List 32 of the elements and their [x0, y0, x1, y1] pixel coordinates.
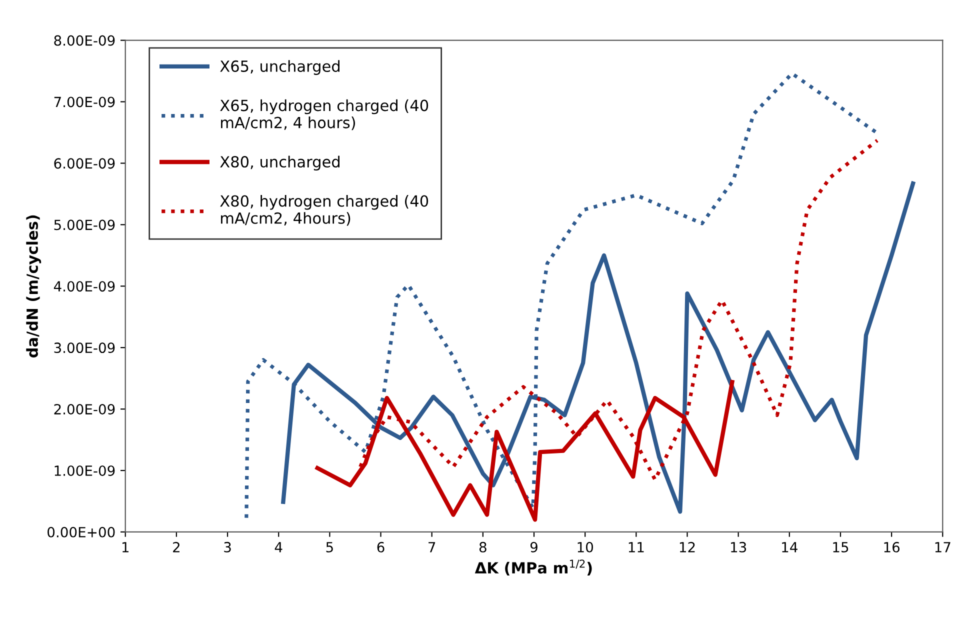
x-axis-title: ΔK (MPa m$^{1/2}$)	[474, 560, 592, 576]
y-tick-label: 6.00E-09	[54, 158, 115, 169]
x-tick-label: 8	[479, 542, 486, 552]
legend-label: X80, uncharged	[220, 156, 340, 171]
y-tick-label: 1.00E-09	[54, 465, 115, 476]
y-tick-label: 2.00E-09	[54, 404, 115, 415]
y-tick-label: 8.00E-09	[54, 35, 115, 46]
y-tick-label: 5.00E-09	[54, 220, 115, 230]
x-tick-label: 4	[274, 542, 282, 552]
x-tick-label: 11	[628, 542, 644, 552]
x-tick-label: 1	[122, 542, 129, 552]
legend-label: X65, hydrogen charged (40 mA/cm2, 4 hours)	[220, 99, 428, 130]
legend-label: X80, hydrogen charged (40 mA/cm2, 4hours)	[220, 194, 428, 226]
x-tick-label: 13	[731, 542, 746, 552]
y-tick-label: 4.00E-09	[54, 281, 115, 292]
x-tick-label: 9	[530, 542, 538, 552]
x-tick-label: 7	[428, 542, 436, 552]
x-tick-label: 6	[377, 542, 384, 552]
y-tick-label: 0.00E+00	[48, 526, 115, 538]
x-tick-label: 15	[833, 542, 848, 552]
x-tick-label: 14	[782, 542, 798, 552]
x-tick-label: 10	[578, 542, 593, 552]
x-tick-label: 12	[680, 542, 695, 552]
legend-label: X65, uncharged	[220, 60, 340, 75]
x-tick-label: 2	[173, 542, 180, 552]
x-tick-label: 3	[224, 542, 231, 552]
x-tick-label: 16	[884, 542, 900, 552]
x-tick-label: 17	[935, 542, 950, 552]
y-tick-label: 7.00E-09	[54, 96, 115, 108]
x-tick-label: 5	[326, 542, 333, 552]
y-tick-label: 3.00E-09	[54, 342, 115, 354]
y-axis-title: da/dN (m/cycles)	[26, 215, 42, 358]
